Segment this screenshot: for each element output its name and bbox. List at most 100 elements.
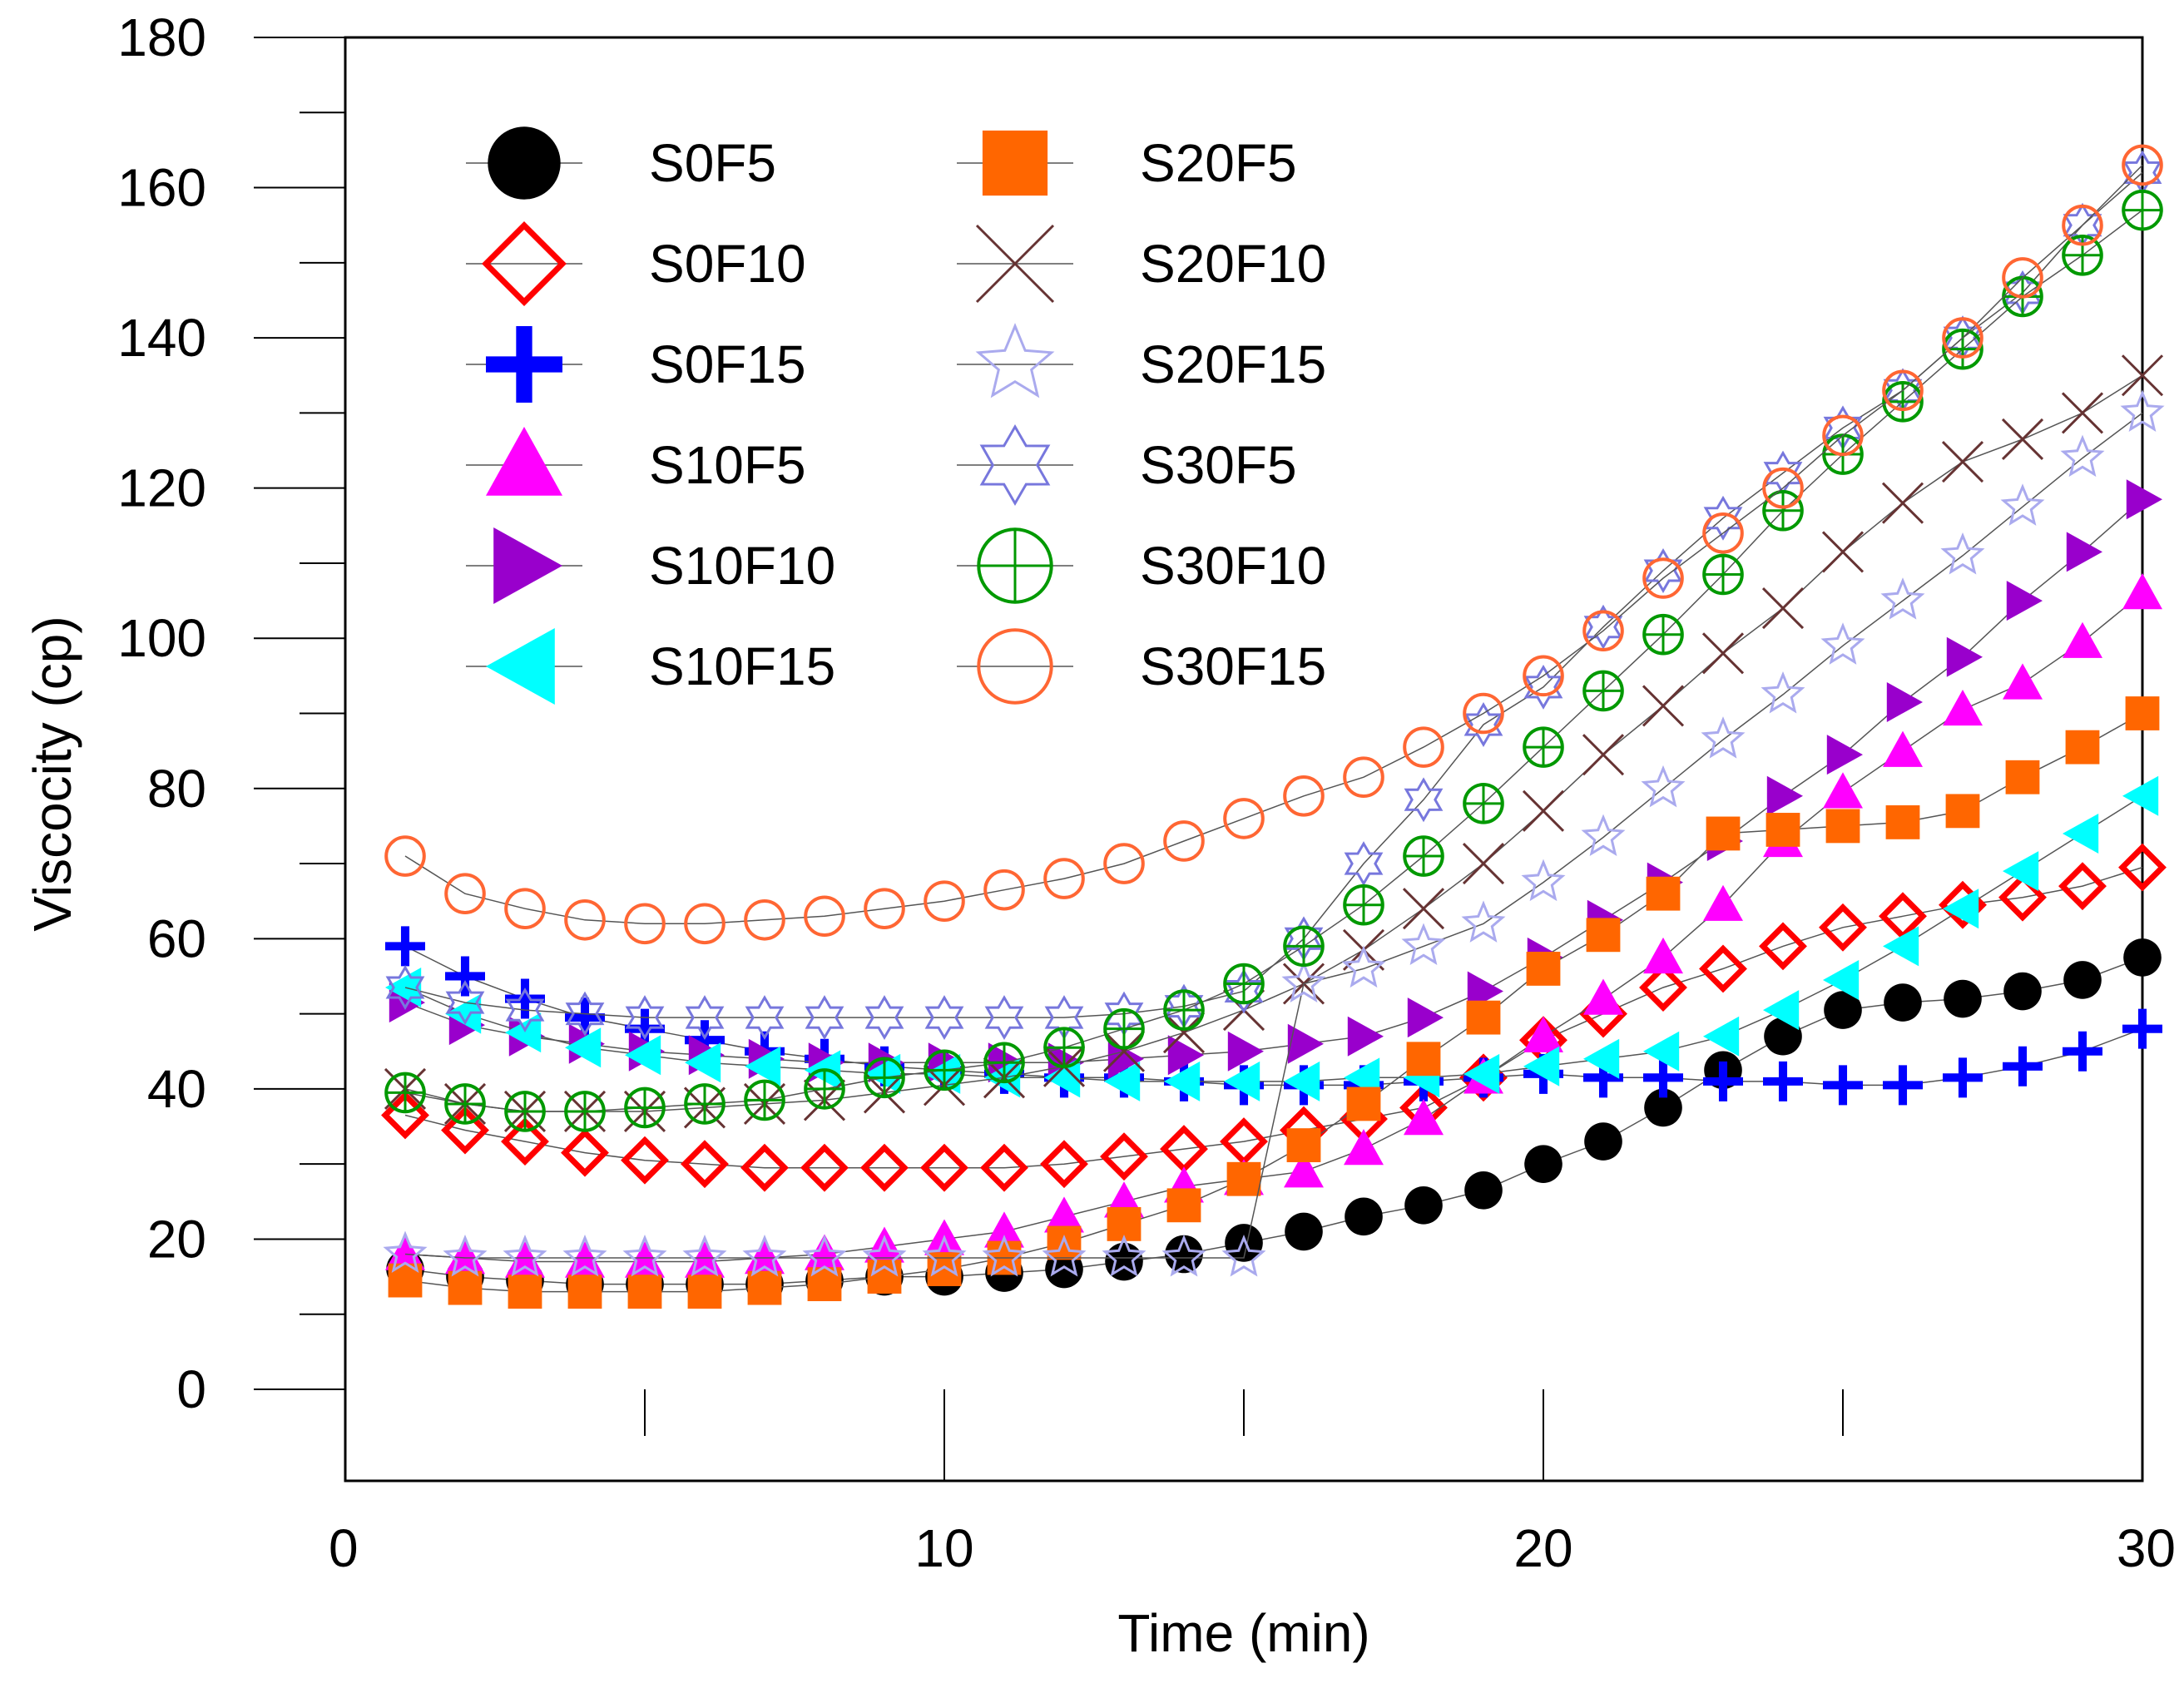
data-point	[1226, 1161, 1261, 1196]
data-point	[1401, 923, 1446, 965]
x-tick-label: 30	[2117, 1518, 2176, 1578]
data-point	[1642, 685, 1685, 727]
data-point	[864, 1053, 901, 1094]
data-point	[2063, 961, 2102, 999]
data-point	[1882, 381, 1924, 423]
data-point	[2125, 696, 2160, 730]
data-point	[1819, 903, 1867, 952]
data-point	[1643, 937, 1683, 974]
data-point	[685, 995, 725, 1041]
data-point	[804, 895, 845, 938]
data-point	[1642, 613, 1684, 656]
data-point	[864, 1226, 904, 1263]
data-point	[1942, 317, 1983, 359]
data-point	[2061, 392, 2104, 434]
data-point	[924, 995, 964, 1041]
legend-item: S10F15	[466, 628, 835, 705]
legend-label: S30F15	[1140, 636, 1326, 696]
data-point	[1403, 835, 1444, 877]
data-point	[1403, 726, 1444, 768]
data-point	[1763, 990, 1800, 1031]
data-point	[1162, 1012, 1206, 1054]
data-point	[1522, 790, 1565, 832]
legend-label: S0F10	[649, 234, 806, 294]
series-line	[404, 945, 2143, 1087]
y-tick-label: 180	[117, 7, 206, 67]
data-point	[2122, 775, 2159, 816]
data-point	[2126, 479, 2162, 520]
data-point	[2065, 730, 2100, 765]
data-point	[503, 1235, 547, 1277]
data-point	[1582, 610, 1624, 651]
data-point	[1823, 772, 1863, 809]
data-point	[1284, 1061, 1320, 1101]
data-point	[1882, 369, 1924, 412]
data-point	[1998, 873, 2047, 922]
legend-item: S30F15	[957, 628, 1326, 705]
data-point	[1940, 532, 1985, 575]
data-point	[441, 1106, 489, 1155]
legend-label: S30F10	[1140, 536, 1326, 596]
data-point	[744, 898, 785, 941]
data-point	[1764, 1017, 1802, 1056]
data-point	[682, 1235, 727, 1277]
data-point	[564, 898, 606, 941]
data-point	[740, 1143, 789, 1192]
data-point	[1347, 1016, 1384, 1057]
data-point	[977, 527, 1053, 604]
data-point	[1583, 978, 1623, 1015]
data-point	[1523, 1016, 1563, 1052]
data-point	[1343, 884, 1384, 926]
data-point	[984, 1211, 1024, 1248]
data-point	[1523, 726, 1564, 768]
data-point	[1404, 777, 1444, 823]
data-point	[2005, 760, 2040, 794]
data-point	[1821, 531, 1865, 573]
data-point	[1287, 1023, 1324, 1064]
data-point	[922, 1235, 967, 1277]
data-point	[1404, 1099, 1444, 1136]
y-tick-label: 160	[117, 158, 206, 218]
data-point	[1463, 692, 1504, 735]
data-point	[1407, 997, 1444, 1038]
data-point	[1642, 557, 1684, 599]
data-point	[982, 130, 1048, 196]
data-point	[1040, 1140, 1088, 1189]
data-point	[1766, 775, 1803, 816]
data-point	[1166, 1188, 1201, 1223]
legend-item: S30F10	[957, 527, 1326, 604]
data-point	[975, 323, 1055, 398]
data-point	[2120, 389, 2165, 432]
data-point	[1102, 1235, 1146, 1277]
data-point	[1345, 1197, 1383, 1236]
data-point	[1702, 553, 1744, 596]
data-point	[1161, 1235, 1206, 1277]
data-point	[504, 888, 546, 930]
series-line	[404, 374, 2143, 1112]
data-point	[983, 1042, 1025, 1084]
data-point	[2066, 532, 2102, 572]
data-point	[444, 1083, 486, 1125]
legend-item: S0F15	[466, 326, 806, 403]
data-point	[1283, 925, 1325, 968]
data-point	[381, 1091, 429, 1140]
legend-label: S20F15	[1140, 334, 1326, 394]
data-point	[1521, 859, 1566, 902]
data-point	[2123, 938, 2162, 977]
data-point	[625, 1241, 665, 1278]
data-point	[1286, 1128, 1321, 1162]
data-point	[621, 1136, 669, 1185]
data-point	[1581, 814, 1626, 857]
data-point	[2003, 972, 2042, 1011]
data-point	[983, 869, 1025, 911]
legend: S0F5 S0F10 S0F15 S10F5 S10F10 S10F15 S20F5 S20F…	[466, 126, 1326, 705]
data-point	[1646, 876, 1681, 911]
x-tick-label: 0	[329, 1518, 359, 1578]
data-point	[984, 995, 1024, 1041]
data-point	[1639, 963, 1687, 1012]
x-axis-title: Time (min)	[1117, 1603, 1369, 1663]
y-tick-label: 60	[147, 908, 206, 968]
data-point	[384, 835, 426, 877]
data-point	[2121, 354, 2164, 397]
data-point	[2122, 189, 2163, 231]
